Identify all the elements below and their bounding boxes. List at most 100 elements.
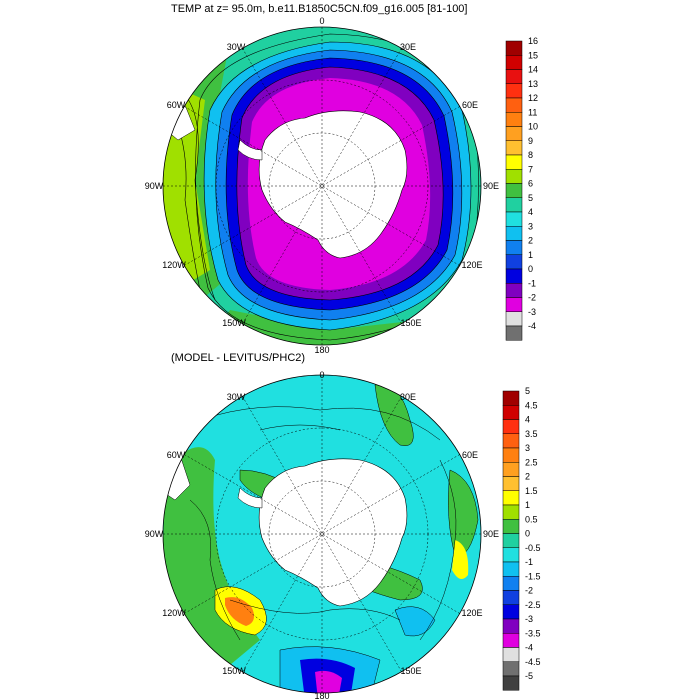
bottom-colorbar-label: -3 bbox=[525, 614, 533, 624]
top-colorbar-swatch bbox=[505, 226, 523, 241]
bottom-colorbar-swatch bbox=[502, 433, 520, 449]
top-colorbar-swatch bbox=[505, 254, 523, 270]
bottom-warm-patch-90e bbox=[452, 540, 469, 579]
top-colorbar-label: 0 bbox=[528, 264, 533, 274]
top-colorbar-swatch bbox=[505, 97, 523, 113]
top-colorbar-label: 3 bbox=[528, 221, 533, 231]
bottom-colorbar-label: 0 bbox=[525, 529, 530, 539]
bottom-colorbar-label: -3.5 bbox=[525, 628, 541, 638]
bottom-colorbar-swatch bbox=[502, 661, 520, 677]
top-colorbar-swatch bbox=[505, 268, 523, 284]
bottom-negative-150e bbox=[394, 606, 436, 637]
top-colorbar-label: 6 bbox=[528, 179, 533, 189]
top-colorbar-swatch bbox=[505, 112, 523, 127]
bottom-lon-label-60w: 60W bbox=[167, 450, 186, 460]
top-colorbar-label: -1 bbox=[528, 278, 536, 288]
bottom-colorbar-swatch bbox=[502, 647, 520, 662]
bottom-colorbar-label: 5 bbox=[525, 386, 530, 396]
top-colorbar-swatch bbox=[505, 83, 523, 99]
top-lon-label-120w: 120W bbox=[162, 260, 186, 270]
bottom-colorbar-label: -2.5 bbox=[525, 600, 541, 610]
top-lon-label-120e: 120E bbox=[461, 260, 482, 270]
top-colorbar-label: 15 bbox=[528, 50, 538, 60]
bottom-colorbar-swatch bbox=[502, 390, 520, 406]
bottom-colorbar-swatch bbox=[502, 604, 520, 620]
bottom-colorbar-swatch bbox=[502, 419, 520, 434]
bottom-colorbar-swatch bbox=[502, 675, 520, 691]
bottom-colorbar-swatch bbox=[502, 633, 520, 648]
bottom-colorbar-label: 2.5 bbox=[525, 457, 538, 467]
top-colorbar-swatch bbox=[505, 311, 523, 327]
bottom-colorbar-label: -0.5 bbox=[525, 543, 541, 553]
top-colorbar-label: 1 bbox=[528, 250, 533, 260]
bottom-colorbar-label: 1 bbox=[525, 500, 530, 510]
top-graticule bbox=[163, 27, 481, 345]
top-colorbar-swatch bbox=[505, 283, 523, 298]
top-polar-map: 0 30E 60E 90E 120E 150E 180 150W 120W 90… bbox=[145, 16, 499, 355]
top-lon-label-0: 0 bbox=[319, 16, 324, 26]
top-colorbar-label: 14 bbox=[528, 65, 538, 75]
top-lon-label-30e: 30E bbox=[400, 42, 416, 52]
top-antarctica-landmass bbox=[258, 110, 408, 259]
bottom-lon-label-120e: 120E bbox=[461, 608, 482, 618]
bottom-colorbar-label: 3 bbox=[525, 443, 530, 453]
top-colorbar-label: 11 bbox=[528, 107, 537, 117]
top-colorbar-label: 2 bbox=[528, 236, 533, 246]
top-colorbar-label: 4 bbox=[528, 207, 533, 217]
top-colorbar-swatch bbox=[505, 211, 523, 227]
bottom-colorbar: 5 4.5 4 3.5 3 2.5 2 1.5 1 0.5 0 -0.5 -1 -1.5 -2 -2.5 -3 -… bbox=[502, 386, 541, 691]
bottom-colorbar-swatch bbox=[502, 533, 520, 548]
top-colorbar-swatch bbox=[505, 183, 523, 198]
top-colorbar-label: 13 bbox=[528, 79, 538, 89]
top-lon-label-180: 180 bbox=[314, 345, 329, 355]
top-lon-label-60w: 60W bbox=[167, 100, 186, 110]
bottom-colorbar-swatch bbox=[502, 447, 520, 463]
top-colorbar-swatch bbox=[505, 140, 523, 156]
bottom-longitude-labels: 0 30E 60E 90E 120E 150E 180 150W 120W 90… bbox=[145, 370, 499, 700]
top-colorbar-swatch bbox=[505, 126, 523, 141]
top-colorbar-label: 12 bbox=[528, 93, 538, 103]
top-lon-label-150e: 150E bbox=[400, 318, 421, 328]
bottom-colorbar-swatch bbox=[502, 405, 520, 420]
top-panel-title: TEMP at z= 95.0m, b.e11.B1850C5CN.f09_g1… bbox=[171, 3, 468, 15]
bottom-colorbar-label: 2 bbox=[525, 472, 530, 482]
bottom-colorbar-label: -2 bbox=[525, 586, 533, 596]
top-colorbar-swatch bbox=[505, 169, 523, 184]
top-colorbar-swatch bbox=[505, 325, 523, 341]
top-map-border bbox=[162, 26, 482, 346]
top-colorbar-label: 10 bbox=[528, 122, 538, 132]
bottom-colorbar-swatch bbox=[502, 462, 520, 477]
bottom-colorbar-label: -4 bbox=[525, 643, 533, 653]
bottom-panel-title: (MODEL - LEVITUS/PHC2) bbox=[171, 352, 306, 364]
top-longitude-labels: 0 30E 60E 90E 120E 150E 180 150W 120W 90… bbox=[145, 16, 499, 355]
bottom-polar-map: 0 30E 60E 90E 120E 150E 180 150W 120W 90… bbox=[145, 370, 499, 700]
bottom-lon-label-120w: 120W bbox=[162, 608, 186, 618]
bottom-lon-label-60e: 60E bbox=[462, 450, 478, 460]
bottom-lon-label-180: 180 bbox=[314, 691, 329, 700]
bottom-colorbar-swatch bbox=[502, 561, 520, 577]
bottom-colorbar-label: -4.5 bbox=[525, 657, 541, 667]
top-colorbar-swatch bbox=[505, 55, 523, 70]
top-colorbar-label: -2 bbox=[528, 293, 536, 303]
bottom-lon-label-150e: 150E bbox=[400, 666, 421, 676]
top-colorbar-label: 16 bbox=[528, 36, 538, 46]
bottom-colorbar-label: 3.5 bbox=[525, 429, 538, 439]
bottom-colorbar-swatch bbox=[502, 476, 520, 491]
bottom-lon-label-90e: 90E bbox=[483, 529, 499, 539]
bottom-colorbar-label: 0.5 bbox=[525, 514, 538, 524]
bottom-lon-label-90w: 90W bbox=[145, 529, 164, 539]
top-colorbar-label: 9 bbox=[528, 136, 533, 146]
bottom-colorbar-swatch bbox=[502, 590, 520, 605]
bottom-colorbar-label: 1.5 bbox=[525, 486, 538, 496]
bottom-colorbar-swatch bbox=[502, 490, 520, 506]
top-colorbar-label: 5 bbox=[528, 193, 533, 203]
bottom-colorbar-label: -1.5 bbox=[525, 571, 541, 581]
bottom-map-border bbox=[162, 374, 482, 694]
top-lon-label-60e: 60E bbox=[462, 100, 478, 110]
bottom-antarctica-landmass bbox=[258, 458, 408, 607]
top-colorbar-swatch bbox=[505, 40, 523, 56]
bottom-antarctic-peninsula bbox=[237, 487, 263, 509]
bottom-colorbar-swatch bbox=[502, 519, 520, 534]
